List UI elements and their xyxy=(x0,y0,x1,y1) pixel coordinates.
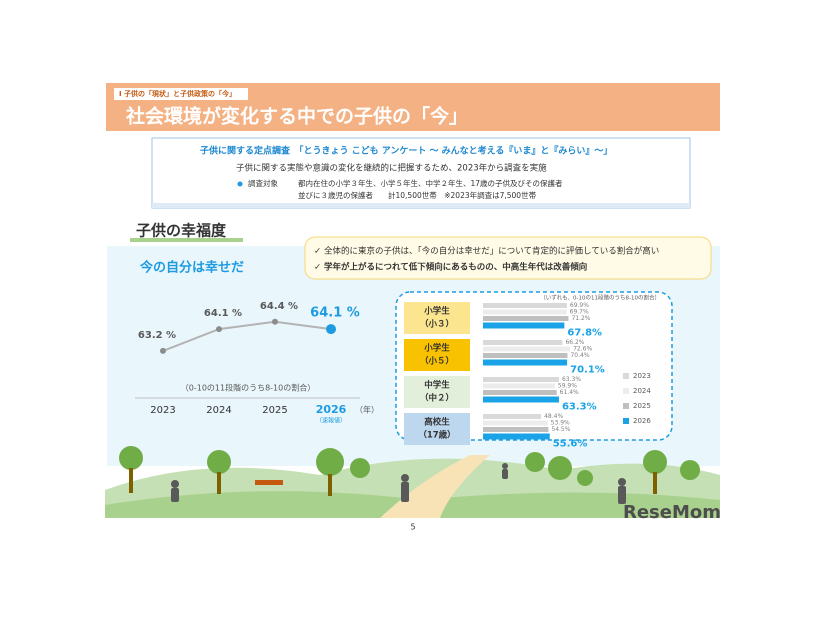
bar xyxy=(483,303,567,308)
point xyxy=(216,326,222,333)
legend-swatch xyxy=(623,418,629,424)
category-box xyxy=(404,413,470,445)
value-label: 63.2 % xyxy=(138,330,176,341)
legend-label: 2024 xyxy=(633,387,651,395)
survey-description: 子供に関する実態や意識の変化を継続的に把握するため、2023年から調査を実施 xyxy=(236,163,547,174)
page-number: 5 xyxy=(410,523,415,532)
title: 社会環境が変化する中での子供の「今」 xyxy=(125,105,468,128)
category-label: （17歳） xyxy=(418,430,455,441)
bar xyxy=(483,414,542,419)
category-box xyxy=(404,302,470,334)
bench xyxy=(255,480,283,485)
value-label: 55.6% xyxy=(553,439,588,450)
notes-box xyxy=(304,236,712,280)
value-label: 70.4% xyxy=(570,352,589,359)
value-label: 69.7% xyxy=(570,309,589,316)
note: 学年が上がるにつれて低下傾向にあるものの、中高生年代は改善傾向 xyxy=(324,262,587,273)
value-label: 63.3% xyxy=(562,376,581,383)
people xyxy=(171,463,626,504)
value-label: 64.1 % xyxy=(204,308,242,319)
section-label: Ⅰ 子供の「現状」と子供政策の「今」 xyxy=(119,89,236,98)
survey-target-line: 都内在住の小学３年生、小学５年生、中学２年生、17歳の子供及びその保護者 xyxy=(298,178,563,188)
value-label: 69.9% xyxy=(570,302,589,309)
value-label: 63.3% xyxy=(562,402,597,413)
point xyxy=(272,318,278,325)
bar xyxy=(483,353,568,358)
category-box xyxy=(404,376,470,408)
note: （いずれも、0-10の11段階のうち8-10の割合） xyxy=(540,294,660,302)
value-label: 66.2% xyxy=(565,339,584,346)
category-label: （小５） xyxy=(420,356,454,367)
bar xyxy=(483,383,555,389)
survey-target-label: 調査対象 xyxy=(248,178,278,188)
category-label: 小学生 xyxy=(423,306,450,317)
survey-target-line: 並びに３歳児の保護者 計10,500世帯 ※2023年調査は7,500世帯 xyxy=(298,190,537,200)
bar xyxy=(483,420,548,426)
legend-swatch xyxy=(623,403,629,409)
note: 全体的に東京の子供は、「今の自分は幸せだ」について肯定的に評価している割合が高い xyxy=(324,246,659,257)
bar xyxy=(483,316,569,321)
value-label: 70.1% xyxy=(570,365,605,376)
value-label: 64.4 % xyxy=(260,301,298,312)
x-axis-label: （年） xyxy=(355,405,379,415)
value-label: 48.4% xyxy=(544,413,563,420)
survey-heading: 子供に関する定点調査 「とうきょう こども アンケート ～ みんなと考える『いま… xyxy=(200,145,612,157)
bar xyxy=(483,309,567,315)
logo: ReseMom xyxy=(623,502,721,523)
legend-label: 2023 xyxy=(633,372,651,380)
check: ✓ xyxy=(314,263,321,273)
check: ✓ xyxy=(314,247,321,257)
category-box xyxy=(404,339,470,371)
bar xyxy=(483,359,568,366)
value-label: 64.1 % xyxy=(310,306,360,321)
section-label-box xyxy=(114,88,248,100)
bar xyxy=(483,346,571,352)
survey-box-stripe xyxy=(152,203,690,208)
category-label: 小学生 xyxy=(423,343,450,354)
legend-label: 2026 xyxy=(633,417,651,425)
section-title: 子供の幸福度 xyxy=(136,222,227,240)
x-tick-label: 2024 xyxy=(206,405,231,416)
bullet xyxy=(237,181,243,187)
path xyxy=(380,455,490,518)
trees xyxy=(119,446,700,486)
x-tick-label: 2023 xyxy=(150,405,175,416)
bar xyxy=(483,427,549,432)
value-label: 71.2% xyxy=(571,315,590,322)
value-label: 72.6% xyxy=(573,346,592,353)
category-label: 高校生 xyxy=(424,417,450,428)
bar xyxy=(483,433,550,440)
bar xyxy=(483,390,557,395)
value-label: 59.9% xyxy=(558,383,577,390)
section-title-box xyxy=(130,220,243,242)
x-tick-label: 2025 xyxy=(262,405,287,416)
value-label: 53.9% xyxy=(551,420,570,427)
point xyxy=(160,347,166,354)
value-label: 61.4% xyxy=(560,389,579,396)
category-label: 中学生 xyxy=(424,380,450,391)
note: （0-10の11段階のうち8-10の割合） xyxy=(181,383,316,393)
legend-swatch xyxy=(623,373,629,379)
annotation: （速報値） xyxy=(316,417,346,425)
survey-box xyxy=(151,137,691,209)
x-tick-label: 2026 xyxy=(316,403,347,416)
line-segment xyxy=(274,320,332,331)
trunks xyxy=(129,468,657,496)
category-label: （小３） xyxy=(420,319,454,330)
legend-label: 2025 xyxy=(633,402,651,410)
bar xyxy=(483,377,559,382)
bar xyxy=(483,340,563,345)
value-label: 54.5% xyxy=(551,426,570,433)
value-label: 67.8% xyxy=(567,328,602,339)
section-title-underline xyxy=(130,238,243,242)
chart-title: 今の自分は幸せだ xyxy=(139,260,244,276)
point xyxy=(326,324,336,335)
bar xyxy=(483,396,559,403)
legend-swatch xyxy=(623,388,629,394)
bar xyxy=(483,322,565,329)
category-label: （中２） xyxy=(420,393,454,404)
